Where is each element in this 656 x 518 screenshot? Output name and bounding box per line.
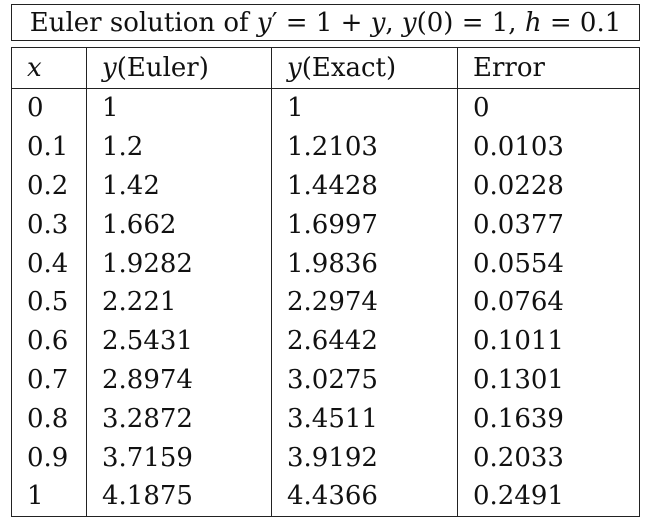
cell-error: 0.0764 [456,282,641,322]
header-error: Error [456,47,641,89]
caption-equation: ′ = 1 + [271,7,371,38]
caption-text: Euler solution of [29,7,257,38]
cell-x: 1 [11,476,87,517]
cell-x: 0.1 [11,127,87,167]
caption-row: Euler solution of y′ = 1 + y, y(0) = 1, … [10,4,641,41]
table-row: 1 4.1875 4.4366 0.2491 [11,476,641,517]
header-exact: y(Exact) [271,47,458,89]
cell-error: 0.1301 [456,360,641,400]
header-x: x [11,47,87,89]
table-row: 0.7 2.8974 3.0275 0.1301 [11,360,641,400]
caption-spacer [12,41,640,48]
cell-exact: 1.2103 [271,127,458,167]
cell-x: 0.4 [11,244,87,283]
table-row: 0.2 1.42 1.4428 0.0228 [11,166,641,206]
cell-x: 0.8 [11,399,87,439]
cell-exact: 1.4428 [271,166,458,206]
caption-step: = 0.1 [541,7,622,38]
table-row: 0.1 1.2 1.2103 0.0103 [11,127,641,167]
caption-h: h [524,7,542,38]
cell-x: 0.9 [11,438,87,477]
cell-error: 0.1639 [456,399,641,439]
cell-euler: 3.2872 [86,399,272,439]
euler-table: Euler solution of y′ = 1 + y, y(0) = 1, … [10,4,641,517]
cell-euler: 1 [86,88,272,128]
cell-exact: 4.4366 [271,476,458,517]
cell-x: 0.7 [11,360,87,400]
cell-error: 0.2491 [456,476,641,517]
cell-euler: 1.42 [86,166,272,206]
cell-exact: 1.6997 [271,205,458,245]
table-row: 0.6 2.5431 2.6442 0.1011 [11,321,641,361]
cell-exact: 2.2974 [271,282,458,322]
header-row: x y(Euler) y(Exact) Error [11,47,641,89]
cell-error: 0.2033 [456,438,641,477]
table-row: 0.8 3.2872 3.4511 0.1639 [11,399,641,439]
caption-comma: , [385,7,402,38]
cell-x: 0.3 [11,205,87,245]
cell-error: 0.1011 [456,321,641,361]
cell-euler: 1.9282 [86,244,272,283]
euler-table-container: Euler solution of y′ = 1 + y, y(0) = 1, … [10,4,641,517]
header-euler: y(Euler) [86,47,272,89]
cell-error: 0.0103 [456,127,641,167]
cell-x: 0.5 [11,282,87,322]
table-row: 0.5 2.221 2.2974 0.0764 [11,282,641,322]
cell-exact: 1.9836 [271,244,458,283]
table-row: 0.9 3.7159 3.9192 0.2033 [11,438,641,477]
cell-euler: 3.7159 [86,438,272,477]
cell-exact: 3.4511 [271,399,458,439]
cell-x: 0.6 [11,321,87,361]
cell-error: 0 [456,88,641,128]
cell-euler: 1.2 [86,127,272,167]
cell-error: 0.0554 [456,244,641,283]
caption-initial-condition: (0) = 1, [416,7,525,38]
cell-euler: 2.221 [86,282,272,322]
cell-error: 0.0228 [456,166,641,206]
cell-exact: 1 [271,88,458,128]
cell-error: 0.0377 [456,205,641,245]
table-row: 0.3 1.662 1.6997 0.0377 [11,205,641,245]
cell-euler: 2.8974 [86,360,272,400]
cell-euler: 4.1875 [86,476,272,517]
caption-y2: y [370,7,386,38]
table-body: 0 1 1 0 0.1 1.2 1.2103 0.0103 0.2 1.42 1.4428 0.022… [11,88,641,517]
cell-exact: 3.0275 [271,360,458,400]
caption-y3: y [401,7,417,38]
cell-euler: 1.662 [86,205,272,245]
cell-x: 0 [11,88,87,128]
cell-euler: 2.5431 [86,321,272,361]
cell-exact: 3.9192 [271,438,458,477]
table-caption: Euler solution of y′ = 1 + y, y(0) = 1, … [10,4,641,41]
cell-x: 0.2 [11,166,87,206]
cell-exact: 2.6442 [271,321,458,361]
table-row: 0.4 1.9282 1.9836 0.0554 [11,244,641,283]
caption-y: y [256,7,272,38]
